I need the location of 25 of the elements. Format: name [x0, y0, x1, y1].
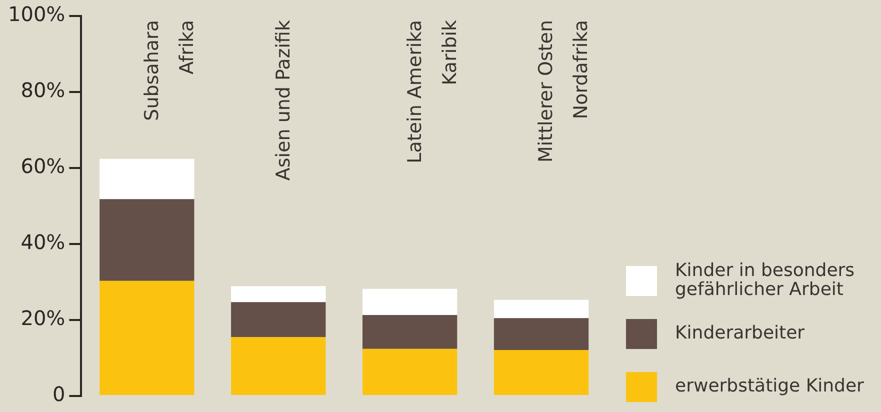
bar: [231, 286, 326, 302]
bar: [100, 280, 194, 395]
legend-label: Kinder in besonders gefährlicher Arbeit: [675, 260, 855, 300]
bar: [100, 199, 194, 281]
bar: [362, 348, 458, 395]
y-tick-label: 40%: [20, 230, 66, 254]
bar: [231, 302, 326, 338]
x-tick-label: Mittlerer Osten Nordafrika: [535, 20, 592, 163]
bar: [231, 337, 326, 395]
y-tick-label: 0: [52, 382, 66, 406]
bar: [362, 288, 458, 316]
x-tick-label: Latein Amerika Karibik: [404, 20, 461, 164]
y-tick-label: 60%: [20, 154, 66, 178]
x-tick-label: Asien und Pazifik: [272, 20, 294, 181]
bar: [100, 158, 194, 200]
bar: [494, 350, 589, 395]
bar: [494, 318, 589, 350]
y-tick-label: 100%: [8, 2, 66, 26]
y-tick-label: 20%: [20, 306, 66, 330]
legend-label: Kinderarbeiter: [675, 322, 806, 344]
x-tick-label: Subsahara Afrika: [140, 20, 198, 121]
legend-label: erwerbstätige Kinder: [675, 376, 865, 397]
y-tick-label: 80%: [20, 78, 66, 102]
bar: [494, 300, 589, 318]
bar: [362, 315, 458, 349]
